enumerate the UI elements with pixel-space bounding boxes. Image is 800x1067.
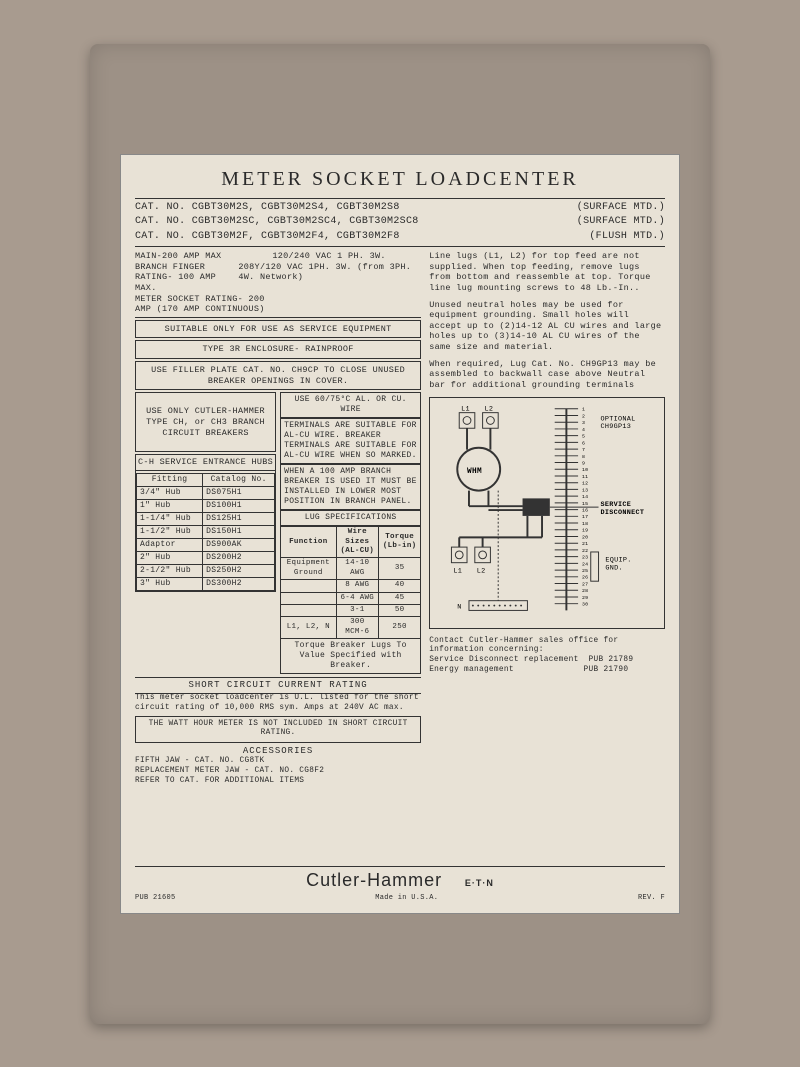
- accessory-line: REPLACEMENT METER JAW - CAT. NO. CG8F2: [135, 767, 421, 777]
- catalog-row: CAT. NO. CGBT30M2S, CGBT30M2S4, CGBT30M2…: [135, 201, 665, 216]
- main-specs: MAIN-200 AMP MAX120/240 VAC 1 PH. 3W.BRA…: [135, 251, 421, 315]
- equip-label: EQUIP.: [606, 556, 632, 564]
- catalog-numbers: CAT. NO. CGBT30M2S, CGBT30M2S4, CGBT30M2…: [135, 201, 665, 245]
- accessories-title: ACCESSORIES: [135, 746, 421, 757]
- svg-text:4: 4: [582, 426, 585, 432]
- contact-line3: Energy management PUB 21790: [429, 666, 665, 676]
- meter-panel: METER SOCKET LOADCENTER CAT. NO. CGBT30M…: [90, 44, 710, 1024]
- enclosure-note: TYPE 3R ENCLOSURE- RAINPROOF: [135, 340, 421, 359]
- brand: Cutler-Hammer: [306, 870, 442, 890]
- contact-line1: Contact Cutler-Hammer sales office for i…: [429, 637, 665, 656]
- svg-text:23: 23: [582, 554, 588, 560]
- l2-bot-label: L2: [477, 567, 486, 575]
- scr-text: This meter socket loadcenter is U.L. lis…: [135, 694, 421, 713]
- svg-text:DISCONNECT: DISCONNECT: [601, 508, 645, 516]
- svg-text:13: 13: [582, 487, 588, 493]
- svg-text:GND.: GND.: [606, 564, 623, 572]
- svg-text:3: 3: [582, 420, 585, 426]
- svg-text:12: 12: [582, 480, 588, 486]
- svg-text:CH9GP13: CH9GP13: [601, 423, 632, 431]
- right-notes: Line lugs (L1, L2) for top feed are not …: [429, 251, 665, 391]
- svg-text:20: 20: [582, 534, 588, 540]
- contact-info: Contact Cutler-Hammer sales office for i…: [429, 637, 665, 676]
- svg-text:16: 16: [582, 507, 588, 513]
- footer: Cutler-Hammer E·T·N PUB 21605 Made in U.…: [135, 864, 665, 902]
- svg-text:22: 22: [582, 547, 588, 553]
- scr-title: SHORT CIRCUIT CURRENT RATING: [135, 677, 421, 694]
- optional-label: OPTIONAL: [601, 415, 636, 423]
- svg-text:15: 15: [582, 500, 588, 506]
- svg-text:2: 2: [582, 413, 585, 419]
- n-label: N: [457, 603, 461, 611]
- breakers-note: USE ONLY CUTLER-HAMMER TYPE CH, or CH3 B…: [135, 392, 276, 452]
- accessory-line: FIFTH JAW - CAT. NO. CG8TK: [135, 757, 421, 767]
- svg-text:9: 9: [582, 460, 585, 466]
- svg-text:5: 5: [582, 433, 585, 439]
- lug-table: FunctionWire Sizes (AL-CU)Torque (Lb-in)…: [280, 526, 421, 639]
- hubs-title: C-H SERVICE ENTRANCE HUBS: [136, 455, 275, 471]
- wire-note2: WHEN A 100 AMP BRANCH BREAKER IS USED IT…: [280, 464, 421, 510]
- accessories-list: FIFTH JAW - CAT. NO. CG8TKREPLACEMENT ME…: [135, 757, 421, 786]
- lug-title: LUG SPECIFICATIONS: [280, 510, 421, 526]
- wire-title: USE 60/75°C AL. OR CU. WIRE: [280, 392, 421, 418]
- svg-text:6: 6: [582, 440, 585, 446]
- svg-text:21: 21: [582, 541, 588, 547]
- eaton-logo: E·T·N: [465, 878, 494, 889]
- made-in: Made in U.S.A.: [375, 894, 438, 903]
- spec-row: METER SOCKET RATING- 200 AMP (170 AMP CO…: [135, 294, 421, 315]
- svg-text:18: 18: [582, 520, 588, 526]
- scr-note: THE WATT HOUR METER IS NOT INCLUDED IN S…: [135, 716, 421, 743]
- contact-line2: Service Disconnect replacement PUB 21789: [429, 656, 665, 666]
- service-label: SERVICE: [601, 501, 632, 509]
- service-note: SUITABLE ONLY FOR USE AS SERVICE EQUIPME…: [135, 320, 421, 339]
- whm-label: WHM: [467, 468, 482, 476]
- svg-text:25: 25: [582, 568, 588, 574]
- info-paragraph: Line lugs (L1, L2) for top feed are not …: [429, 251, 665, 294]
- svg-text:26: 26: [582, 574, 588, 580]
- label-plate: METER SOCKET LOADCENTER CAT. NO. CGBT30M…: [120, 154, 680, 914]
- svg-text:7: 7: [582, 447, 585, 453]
- svg-text:28: 28: [582, 588, 588, 594]
- svg-text:29: 29: [582, 594, 588, 600]
- rev: REV. F: [638, 894, 665, 903]
- hubs-table: C-H SERVICE ENTRANCE HUBS FittingCatalog…: [135, 454, 276, 592]
- catalog-row: CAT. NO. CGBT30M2SC, CGBT30M2SC4, CGBT30…: [135, 215, 665, 230]
- accessory-line: REFER TO CAT. FOR ADDITIONAL ITEMS: [135, 777, 421, 787]
- spec-row: MAIN-200 AMP MAX120/240 VAC 1 PH. 3W.: [135, 251, 421, 262]
- info-paragraph: When required, Lug Cat. No. CH9GP13 may …: [429, 359, 665, 391]
- wire-note1: TERMINALS ARE SUITABLE FOR AL-CU WIRE. B…: [280, 418, 421, 464]
- svg-text:19: 19: [582, 527, 588, 533]
- spec-row: BRANCH FINGER RATING- 100 AMP MAX.208Y/1…: [135, 262, 421, 294]
- svg-text:1: 1: [582, 406, 585, 412]
- lug-footer: Torque Breaker Lugs To Value Specified w…: [280, 639, 421, 674]
- svg-text:27: 27: [582, 581, 588, 587]
- filler-note: USE FILLER PLATE CAT. NO. CH9CP TO CLOSE…: [135, 361, 421, 390]
- svg-text:30: 30: [582, 601, 588, 607]
- svg-text:10: 10: [582, 467, 588, 473]
- l1-top-label: L1: [461, 405, 470, 413]
- l1-bot-label: L1: [454, 567, 463, 575]
- svg-text:8: 8: [582, 453, 585, 459]
- info-paragraph: Unused neutral holes may be used for equ…: [429, 300, 665, 353]
- title: METER SOCKET LOADCENTER: [135, 167, 665, 192]
- l2-top-label: L2: [485, 405, 494, 413]
- svg-text:11: 11: [582, 473, 588, 479]
- catalog-row: CAT. NO. CGBT30M2F, CGBT30M2F4, CGBT30M2…: [135, 230, 665, 245]
- pub-number: PUB 21605: [135, 894, 176, 903]
- wiring-diagram: L1 L2 WHM: [429, 397, 665, 629]
- svg-text:24: 24: [582, 561, 588, 567]
- svg-text:14: 14: [582, 494, 588, 500]
- svg-text:17: 17: [582, 514, 588, 520]
